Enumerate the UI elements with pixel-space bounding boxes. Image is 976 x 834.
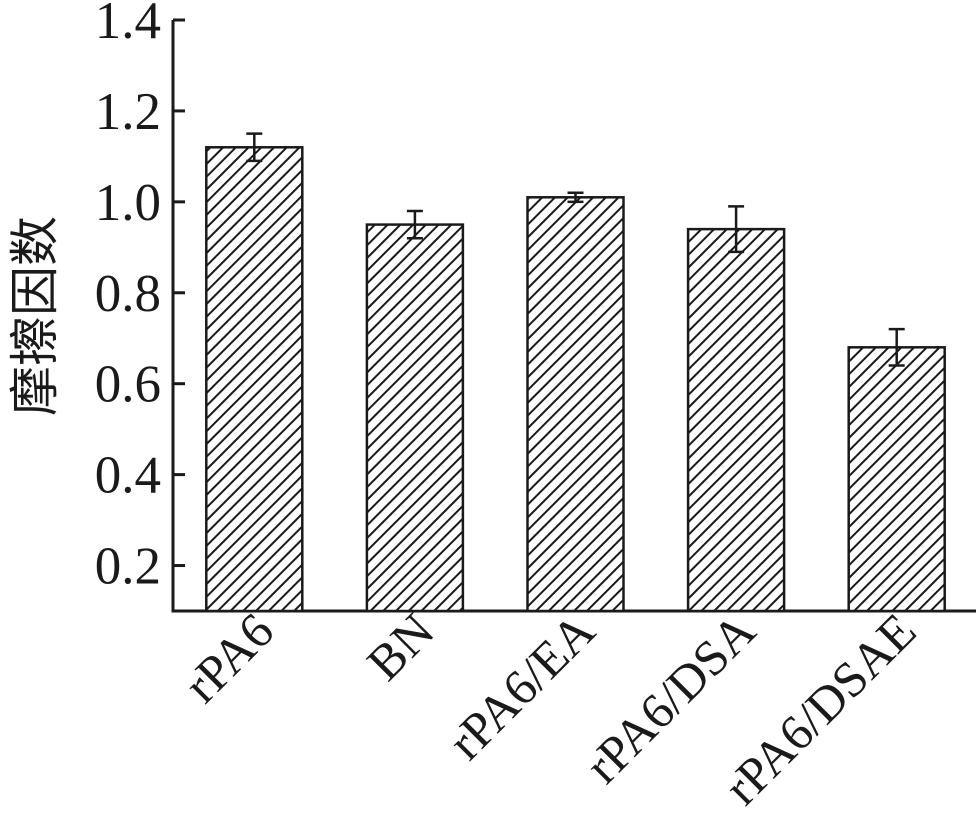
y-tick-label: 0.4 <box>95 447 161 505</box>
error-bar <box>728 205 745 254</box>
bar-rpa6-dsa <box>686 227 786 613</box>
error-bar <box>888 327 905 367</box>
y-tick-label: 0.2 <box>95 538 161 596</box>
y-tick-label: 1.0 <box>95 174 161 232</box>
error-bars <box>246 132 905 367</box>
error-bar <box>567 191 584 204</box>
x-category-label: rPA6/EA <box>437 602 605 770</box>
y-tick-label: 0.6 <box>95 356 161 414</box>
bar-rpa6-ea <box>526 196 625 613</box>
bar-bn <box>365 223 465 613</box>
y-ticks: 0.2 0.4 0.6 0.8 1.0 1.2 1.4 <box>95 0 185 596</box>
x-category-label: rPA6 <box>173 602 284 713</box>
bar-rpa6-dsae <box>847 346 946 613</box>
y-axis-label: 摩擦因数 <box>6 216 64 416</box>
bar-rpa6 <box>205 146 304 613</box>
error-bar <box>246 132 263 163</box>
y-tick-label: 0.8 <box>95 265 161 323</box>
y-tick-label: 1.4 <box>95 0 161 50</box>
y-tick-label: 1.2 <box>95 83 161 141</box>
error-bar <box>406 209 423 240</box>
x-category-label: BN <box>356 602 445 691</box>
bars <box>205 146 946 613</box>
